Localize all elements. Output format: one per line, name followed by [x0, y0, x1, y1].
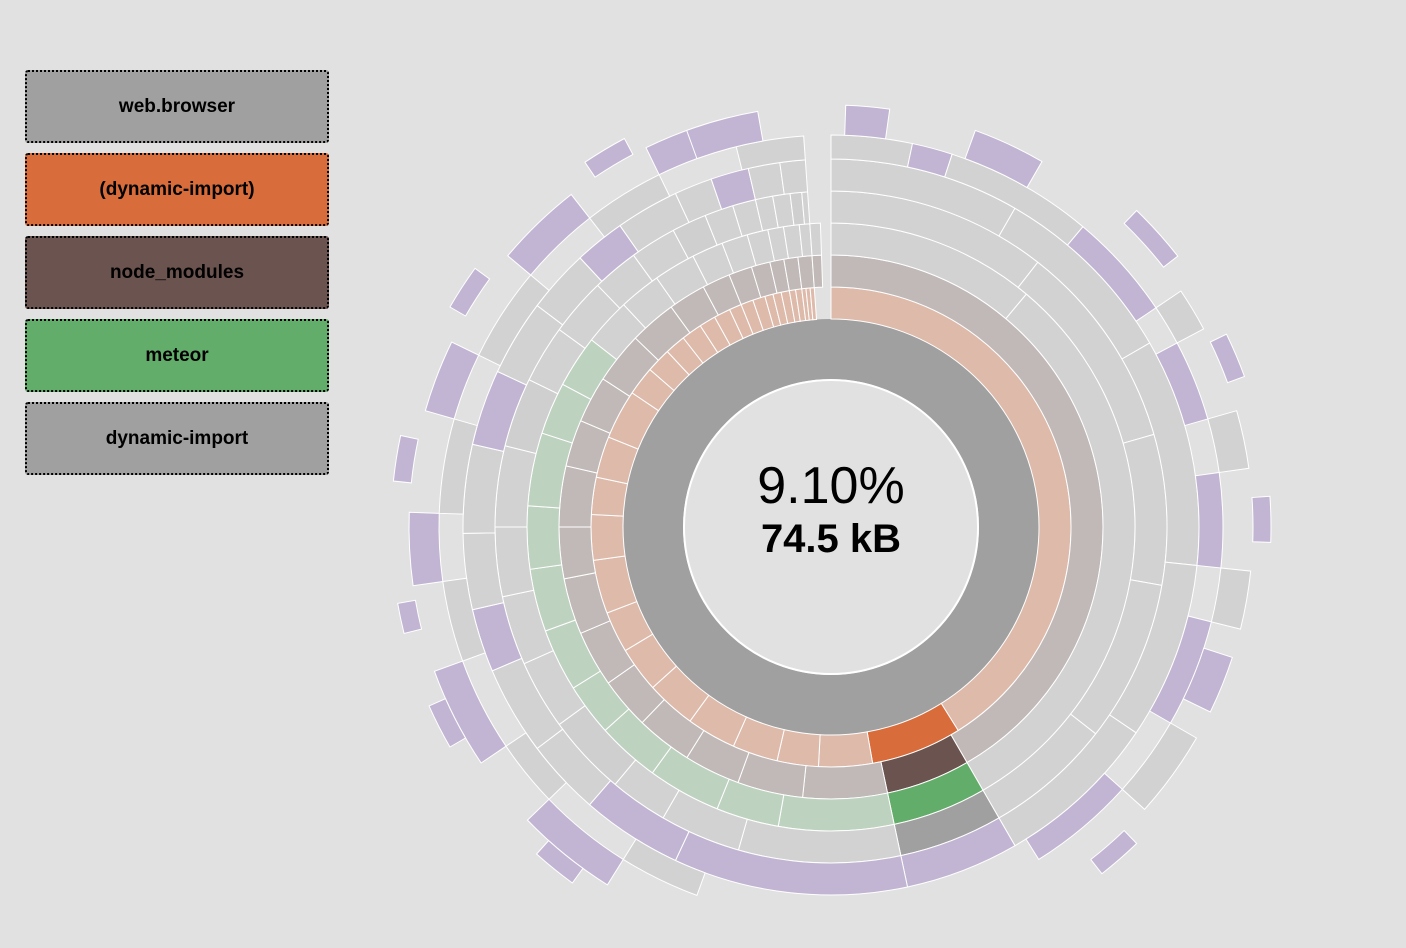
arc-node-modules-9[interactable]: [558, 465, 598, 528]
arc-outer-file-6[interactable]: [1090, 829, 1138, 875]
breadcrumb: web.browser (dynamic-import) node_module…: [25, 70, 329, 485]
breadcrumb-item-dynamic-import[interactable]: dynamic-import: [25, 402, 329, 475]
arc-outer-16[interactable]: [442, 577, 486, 662]
arc-outer-6[interactable]: [1207, 410, 1250, 474]
arc-node-modules-21[interactable]: [811, 254, 824, 289]
breadcrumb-item-web-browser[interactable]: web.browser: [25, 70, 329, 143]
arc-outer-10[interactable]: [1121, 722, 1198, 811]
arc-node-modules-1[interactable]: [802, 761, 889, 800]
arc-outer-file-1[interactable]: [964, 129, 1043, 189]
arc-outer-file-8[interactable]: [428, 697, 467, 748]
arc-meteor-8[interactable]: [526, 505, 563, 570]
arc-outer-21[interactable]: [507, 193, 591, 276]
arc-outer-file-9[interactable]: [397, 599, 423, 635]
arc-outer-file-0[interactable]: [844, 104, 891, 140]
arc-outer-file-5[interactable]: [1182, 647, 1233, 713]
arc-outer-file-7[interactable]: [535, 839, 584, 884]
arc-outer-8[interactable]: [1210, 567, 1252, 630]
arc-folder-19[interactable]: [779, 159, 809, 195]
arc-outer-20[interactable]: [478, 274, 550, 367]
sunburst-rings: [392, 104, 1272, 896]
arc-outer-file-12[interactable]: [584, 137, 634, 178]
arc-outer-12[interactable]: [622, 838, 706, 896]
arc-outer-17[interactable]: [408, 511, 444, 587]
arc-outer-22[interactable]: [588, 174, 671, 238]
arc-outer-file-11[interactable]: [449, 267, 491, 317]
breadcrumb-item-node-modules[interactable]: node_modules: [25, 236, 329, 309]
arc-outer-3[interactable]: [1066, 226, 1157, 322]
arc-outer-file-3[interactable]: [1209, 333, 1246, 384]
arc-dynamic-import-group-8[interactable]: [590, 513, 626, 561]
breadcrumb-item-dynamic-import-group[interactable]: (dynamic-import): [25, 153, 329, 226]
arc-dynamic-import-group-1[interactable]: [776, 729, 821, 768]
arc-outer-18[interactable]: [438, 418, 478, 515]
arc-dynamic-import-group-0[interactable]: [817, 731, 874, 768]
arc-web-browser[interactable]: [623, 319, 1039, 735]
arc-node-modules-8[interactable]: [558, 526, 596, 580]
center-circle-border: [683, 379, 979, 675]
arc-outer-19[interactable]: [424, 341, 480, 420]
breadcrumb-item-meteor[interactable]: meteor: [25, 319, 329, 392]
arc-outer-5[interactable]: [1155, 342, 1209, 427]
arc-outer-14[interactable]: [505, 732, 567, 801]
arc-outer-file-2[interactable]: [1123, 209, 1179, 268]
arc-meteor-1[interactable]: [777, 792, 895, 832]
arc-outer-4[interactable]: [1155, 290, 1205, 344]
arc-outer-11[interactable]: [1025, 772, 1124, 861]
arc-outer-file-13[interactable]: [686, 110, 764, 160]
arc-outer-file-4[interactable]: [1251, 495, 1272, 543]
arc-outer-file-10[interactable]: [392, 434, 419, 484]
arc-meteor-21[interactable]: [809, 222, 823, 257]
arc-outer-7[interactable]: [1194, 471, 1224, 569]
arc-folder-18[interactable]: [747, 162, 785, 201]
